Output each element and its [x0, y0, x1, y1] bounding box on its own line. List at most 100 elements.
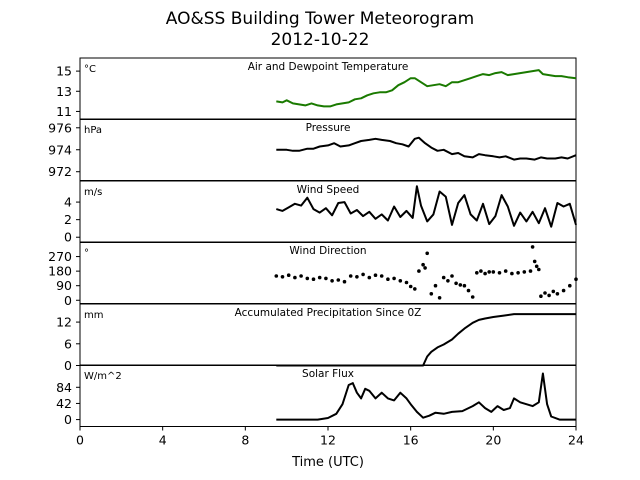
data-point: [454, 281, 458, 286]
panel-unit: °: [84, 248, 89, 259]
data-point: [404, 280, 409, 285]
y-tick-label: 42: [56, 396, 72, 411]
panel-2: 0 2 4 m/s Wind Speed: [64, 180, 577, 245]
data-point: [311, 277, 316, 282]
panel-title: Solar Flux: [302, 368, 354, 380]
data-point: [398, 279, 403, 283]
data-point: [532, 259, 537, 264]
panel-title: Wind Direction: [289, 245, 366, 257]
data-point: [433, 283, 438, 288]
data-point: [491, 270, 496, 274]
data-point: [483, 271, 487, 276]
panel-4: 0 6 12 mm Accumulated Precipitation Since 0Z: [56, 303, 577, 373]
data-point: [466, 288, 471, 293]
data-point: [417, 269, 421, 273]
data-point: [386, 277, 390, 282]
y-tick-label: 6: [64, 336, 72, 351]
data-point: [293, 275, 297, 280]
chart-title: AO&SS Building Tower Meteorogram: [166, 9, 474, 29]
y-tick-label: 12: [56, 315, 72, 330]
panel-0: 11 13 15 °C Air and Dewpoint Temperature: [56, 57, 577, 120]
data-point: [299, 274, 303, 278]
data-point: [305, 276, 310, 281]
series-line-0: [276, 69, 577, 108]
series-line-0: [276, 136, 577, 161]
y-tick-label: 84: [56, 380, 72, 395]
data-point: [475, 271, 479, 275]
data-point: [286, 273, 291, 278]
data-point: [555, 292, 560, 296]
y-tick-label: 90: [56, 278, 72, 293]
data-point: [574, 277, 578, 282]
data-point: [330, 279, 334, 283]
series-line-0: [276, 185, 577, 228]
data-point: [487, 270, 492, 274]
data-point: [317, 275, 322, 280]
data-point: [530, 245, 535, 249]
panels-group: 11 13 15 °C Air and Dewpoint Temperature 972 9…: [48, 57, 578, 427]
data-point: [421, 262, 425, 267]
y-tick-label: 0: [64, 412, 72, 427]
data-point: [423, 266, 427, 270]
y-tick-label: 11: [56, 104, 72, 119]
data-point: [437, 296, 442, 300]
data-point: [379, 274, 384, 278]
data-point: [497, 271, 502, 275]
y-tick-label: 972: [48, 164, 72, 179]
x-tick-label: 16: [403, 433, 419, 448]
panel-unit: m/s: [84, 187, 102, 198]
y-tick-label: 2: [64, 212, 72, 227]
x-tick-label: 24: [568, 433, 584, 448]
data-point: [539, 294, 543, 299]
data-point: [413, 287, 417, 291]
data-point: [561, 288, 566, 293]
x-tick-label: 20: [485, 433, 501, 448]
chart-subtitle: 2012-10-22: [271, 30, 370, 50]
data-point: [551, 289, 556, 294]
data-point: [462, 283, 467, 288]
data-point: [408, 284, 413, 289]
data-point: [522, 270, 527, 274]
data-point: [479, 269, 483, 273]
panel-unit: °C: [84, 64, 96, 75]
panel-unit: hPa: [84, 125, 102, 136]
data-point: [568, 283, 572, 288]
y-tick-label: 15: [56, 64, 72, 79]
data-point: [470, 295, 475, 299]
data-point: [458, 283, 463, 287]
data-point: [450, 274, 454, 278]
y-tick-label: 976: [48, 120, 72, 135]
y-tick-label: 0: [64, 230, 72, 245]
panel-title: Air and Dewpoint Temperature: [248, 61, 409, 73]
data-point: [425, 251, 430, 256]
data-point: [361, 272, 365, 277]
data-point: [510, 271, 514, 276]
data-point: [446, 279, 450, 283]
data-point: [355, 275, 359, 279]
y-tick-label: 0: [64, 293, 72, 308]
x-tick-label: 8: [241, 433, 249, 448]
data-point: [503, 269, 508, 273]
x-axis-label: Time (UTC): [291, 455, 364, 470]
y-tick-label: 180: [48, 264, 72, 279]
data-point: [543, 291, 547, 295]
y-tick-label: 974: [48, 142, 72, 157]
x-tick-label: 4: [159, 433, 167, 448]
data-point: [547, 293, 551, 298]
data-point: [373, 273, 378, 278]
y-tick-label: 270: [48, 249, 72, 264]
panel-title: Wind Speed: [297, 184, 360, 196]
x-axis: 0 4 8 12 16 20 24: [76, 426, 584, 448]
data-point: [274, 274, 279, 278]
data-point: [392, 276, 396, 281]
panel-unit: mm: [84, 310, 103, 321]
data-point: [429, 292, 434, 296]
y-tick-label: 4: [64, 195, 72, 210]
y-tick-label: 13: [56, 84, 72, 99]
data-point: [441, 275, 446, 280]
series-line-0: [276, 372, 576, 421]
data-point: [280, 275, 285, 279]
